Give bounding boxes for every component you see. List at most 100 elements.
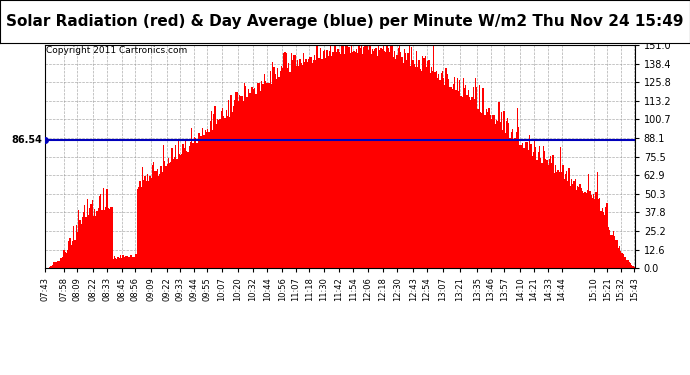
Bar <box>433 45 435 268</box>
Bar <box>583 193 584 268</box>
Bar <box>164 161 166 268</box>
Bar <box>297 60 298 268</box>
Bar <box>226 110 227 268</box>
Bar <box>207 129 208 268</box>
Bar <box>631 264 632 268</box>
Bar <box>104 210 105 268</box>
Bar <box>90 204 92 268</box>
Bar <box>331 56 333 268</box>
Bar <box>358 45 359 268</box>
Bar <box>131 255 132 268</box>
Bar <box>455 90 457 268</box>
Bar <box>99 196 100 268</box>
Bar <box>124 257 125 268</box>
Bar <box>238 101 239 268</box>
Bar <box>493 115 495 268</box>
Bar <box>306 62 308 268</box>
Bar <box>604 215 605 268</box>
Bar <box>234 100 235 268</box>
Bar <box>109 209 110 268</box>
Bar <box>276 79 277 268</box>
Bar <box>311 63 313 268</box>
Bar <box>444 86 446 268</box>
Bar <box>347 45 348 268</box>
Bar <box>138 187 139 268</box>
Bar <box>304 63 306 268</box>
Bar <box>503 111 504 268</box>
Bar <box>534 140 535 268</box>
Bar <box>348 47 350 268</box>
Bar <box>479 85 480 268</box>
Bar <box>146 180 147 268</box>
Bar <box>480 112 481 268</box>
Bar <box>75 240 76 268</box>
Bar <box>299 59 301 268</box>
Bar <box>344 54 345 268</box>
Bar <box>613 231 614 268</box>
Bar <box>486 109 487 268</box>
Bar <box>132 257 133 268</box>
Bar <box>103 188 104 268</box>
Bar <box>364 45 366 268</box>
Bar <box>558 170 559 268</box>
Bar <box>627 260 629 268</box>
Bar <box>495 124 496 268</box>
Bar <box>538 152 539 268</box>
Bar <box>219 119 221 268</box>
Bar <box>567 181 569 268</box>
Bar <box>149 176 150 268</box>
Bar <box>544 151 545 268</box>
Bar <box>539 146 540 268</box>
Bar <box>112 259 114 268</box>
Bar <box>471 97 473 268</box>
Bar <box>614 236 615 268</box>
Bar <box>115 258 116 268</box>
Bar <box>136 254 137 268</box>
Bar <box>191 128 193 268</box>
Bar <box>168 158 169 268</box>
Bar <box>235 92 237 268</box>
Bar <box>438 75 440 268</box>
Bar <box>322 59 323 268</box>
Bar <box>177 140 179 268</box>
Bar <box>246 98 248 268</box>
Bar <box>457 91 459 268</box>
Bar <box>581 188 582 268</box>
Bar <box>233 105 234 268</box>
Bar <box>588 174 589 268</box>
Bar <box>159 174 161 268</box>
Bar <box>137 189 138 268</box>
Bar <box>278 77 279 268</box>
Bar <box>490 116 491 268</box>
Bar <box>161 172 163 268</box>
Bar <box>399 46 400 268</box>
Bar <box>169 163 170 268</box>
Bar <box>339 52 340 268</box>
Bar <box>218 120 219 268</box>
Bar <box>440 80 441 268</box>
Bar <box>79 220 81 268</box>
Bar <box>508 123 509 268</box>
Bar <box>553 173 555 268</box>
Bar <box>111 207 112 268</box>
Bar <box>68 241 70 268</box>
Bar <box>275 74 276 268</box>
Bar <box>431 67 432 268</box>
Bar <box>196 143 197 268</box>
Bar <box>382 50 383 268</box>
Bar <box>442 71 443 268</box>
Bar <box>224 118 226 268</box>
Bar <box>582 191 583 268</box>
Bar <box>66 252 67 268</box>
Bar <box>320 48 322 268</box>
Bar <box>157 169 158 268</box>
Bar <box>418 60 420 268</box>
Bar <box>315 60 317 268</box>
Bar <box>84 205 86 268</box>
Bar <box>119 258 120 268</box>
Bar <box>371 54 372 268</box>
Bar <box>404 48 405 268</box>
Bar <box>127 256 128 268</box>
Bar <box>362 54 363 268</box>
Bar <box>133 257 135 268</box>
